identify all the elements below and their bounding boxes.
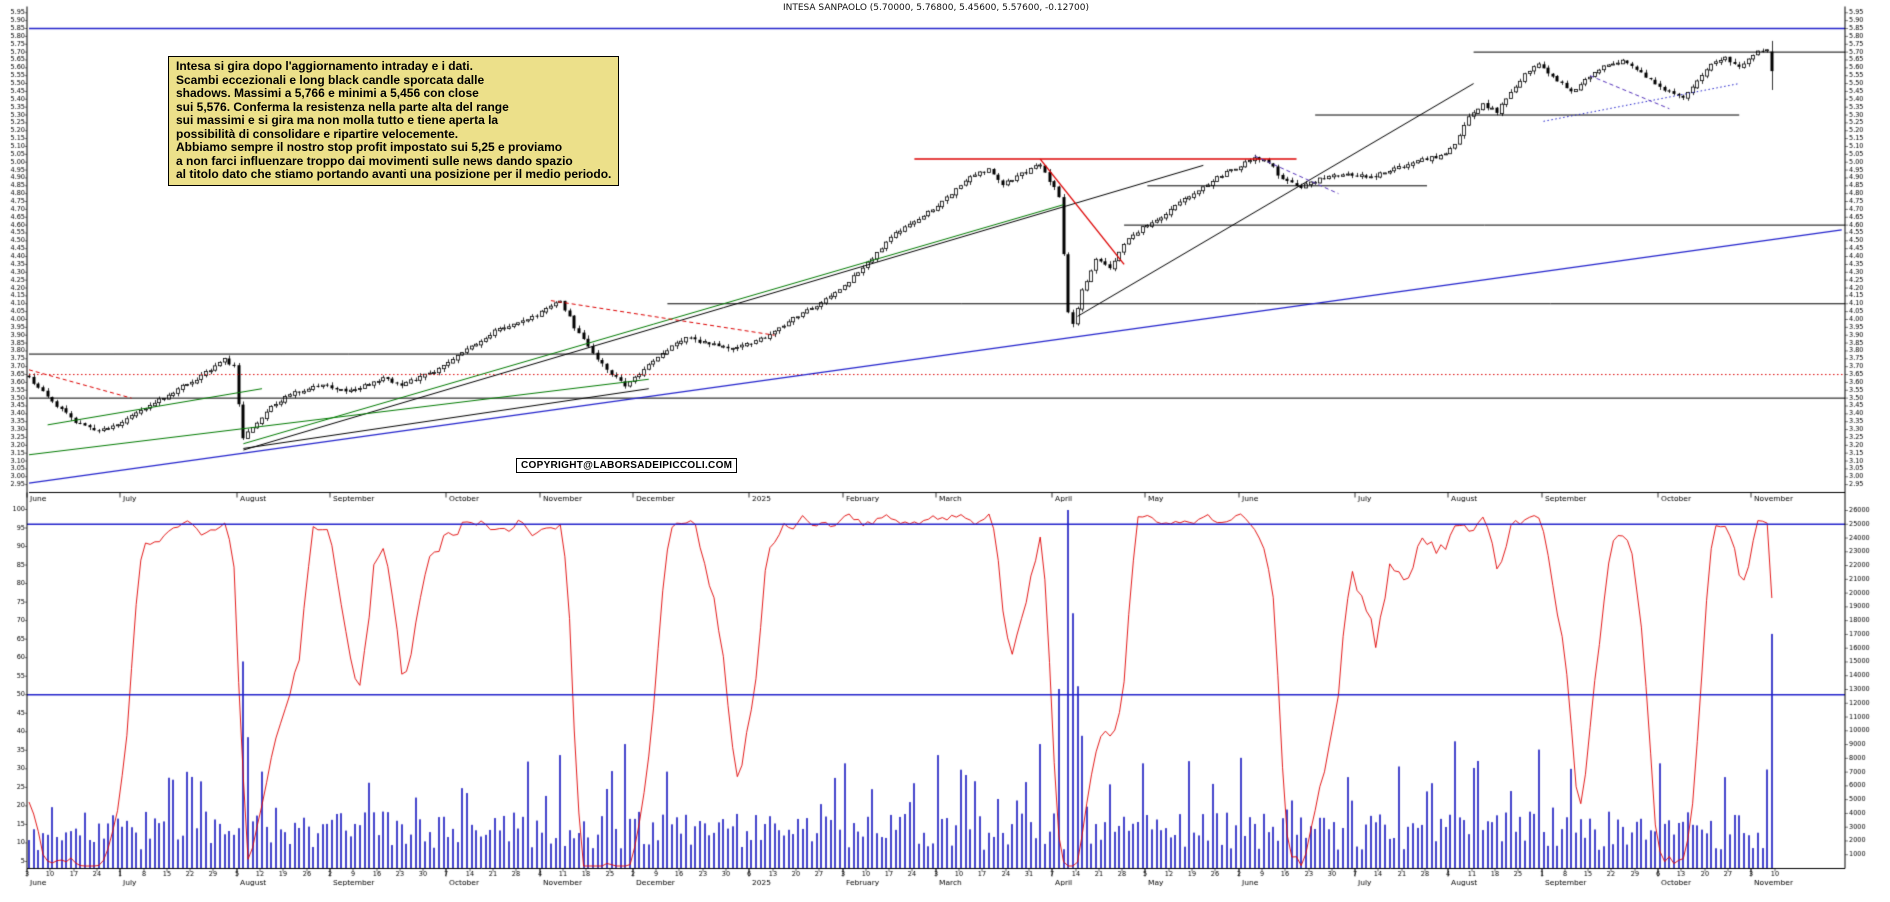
analysis-note-line: al titolo dato che stiamo portando avant… <box>176 167 612 181</box>
copyright-label: COPYRIGHT@LABORSADEIPICCOLI.COM <box>516 458 738 473</box>
analysis-note-box: Intesa si gira dopo l'aggiornamento intr… <box>168 56 620 186</box>
analysis-note-line: Scambi eccezionali e long black candle s… <box>176 72 485 87</box>
analysis-note-line: sui 5,576. Conferma la resistenza nella … <box>176 99 509 114</box>
analysis-note-line: shadows. Massimi a 5,766 e minimi a 5,45… <box>176 86 479 100</box>
analysis-note-line: sui massimi e si gira ma non molla tutto… <box>176 113 499 127</box>
chart-title: INTESA SANPAOLO (5.70000, 5.76800, 5.456… <box>782 3 1090 13</box>
analysis-note-line: Intesa si gira dopo l'aggiornamento intr… <box>176 59 473 73</box>
analysis-note-line: possibilità di consolidare e ripartire v… <box>176 126 459 141</box>
analysis-note-line: Abbiamo sempre il nostro stop profit imp… <box>176 140 563 154</box>
analysis-note-line: a non farci influenzare troppo dai movim… <box>176 153 573 168</box>
